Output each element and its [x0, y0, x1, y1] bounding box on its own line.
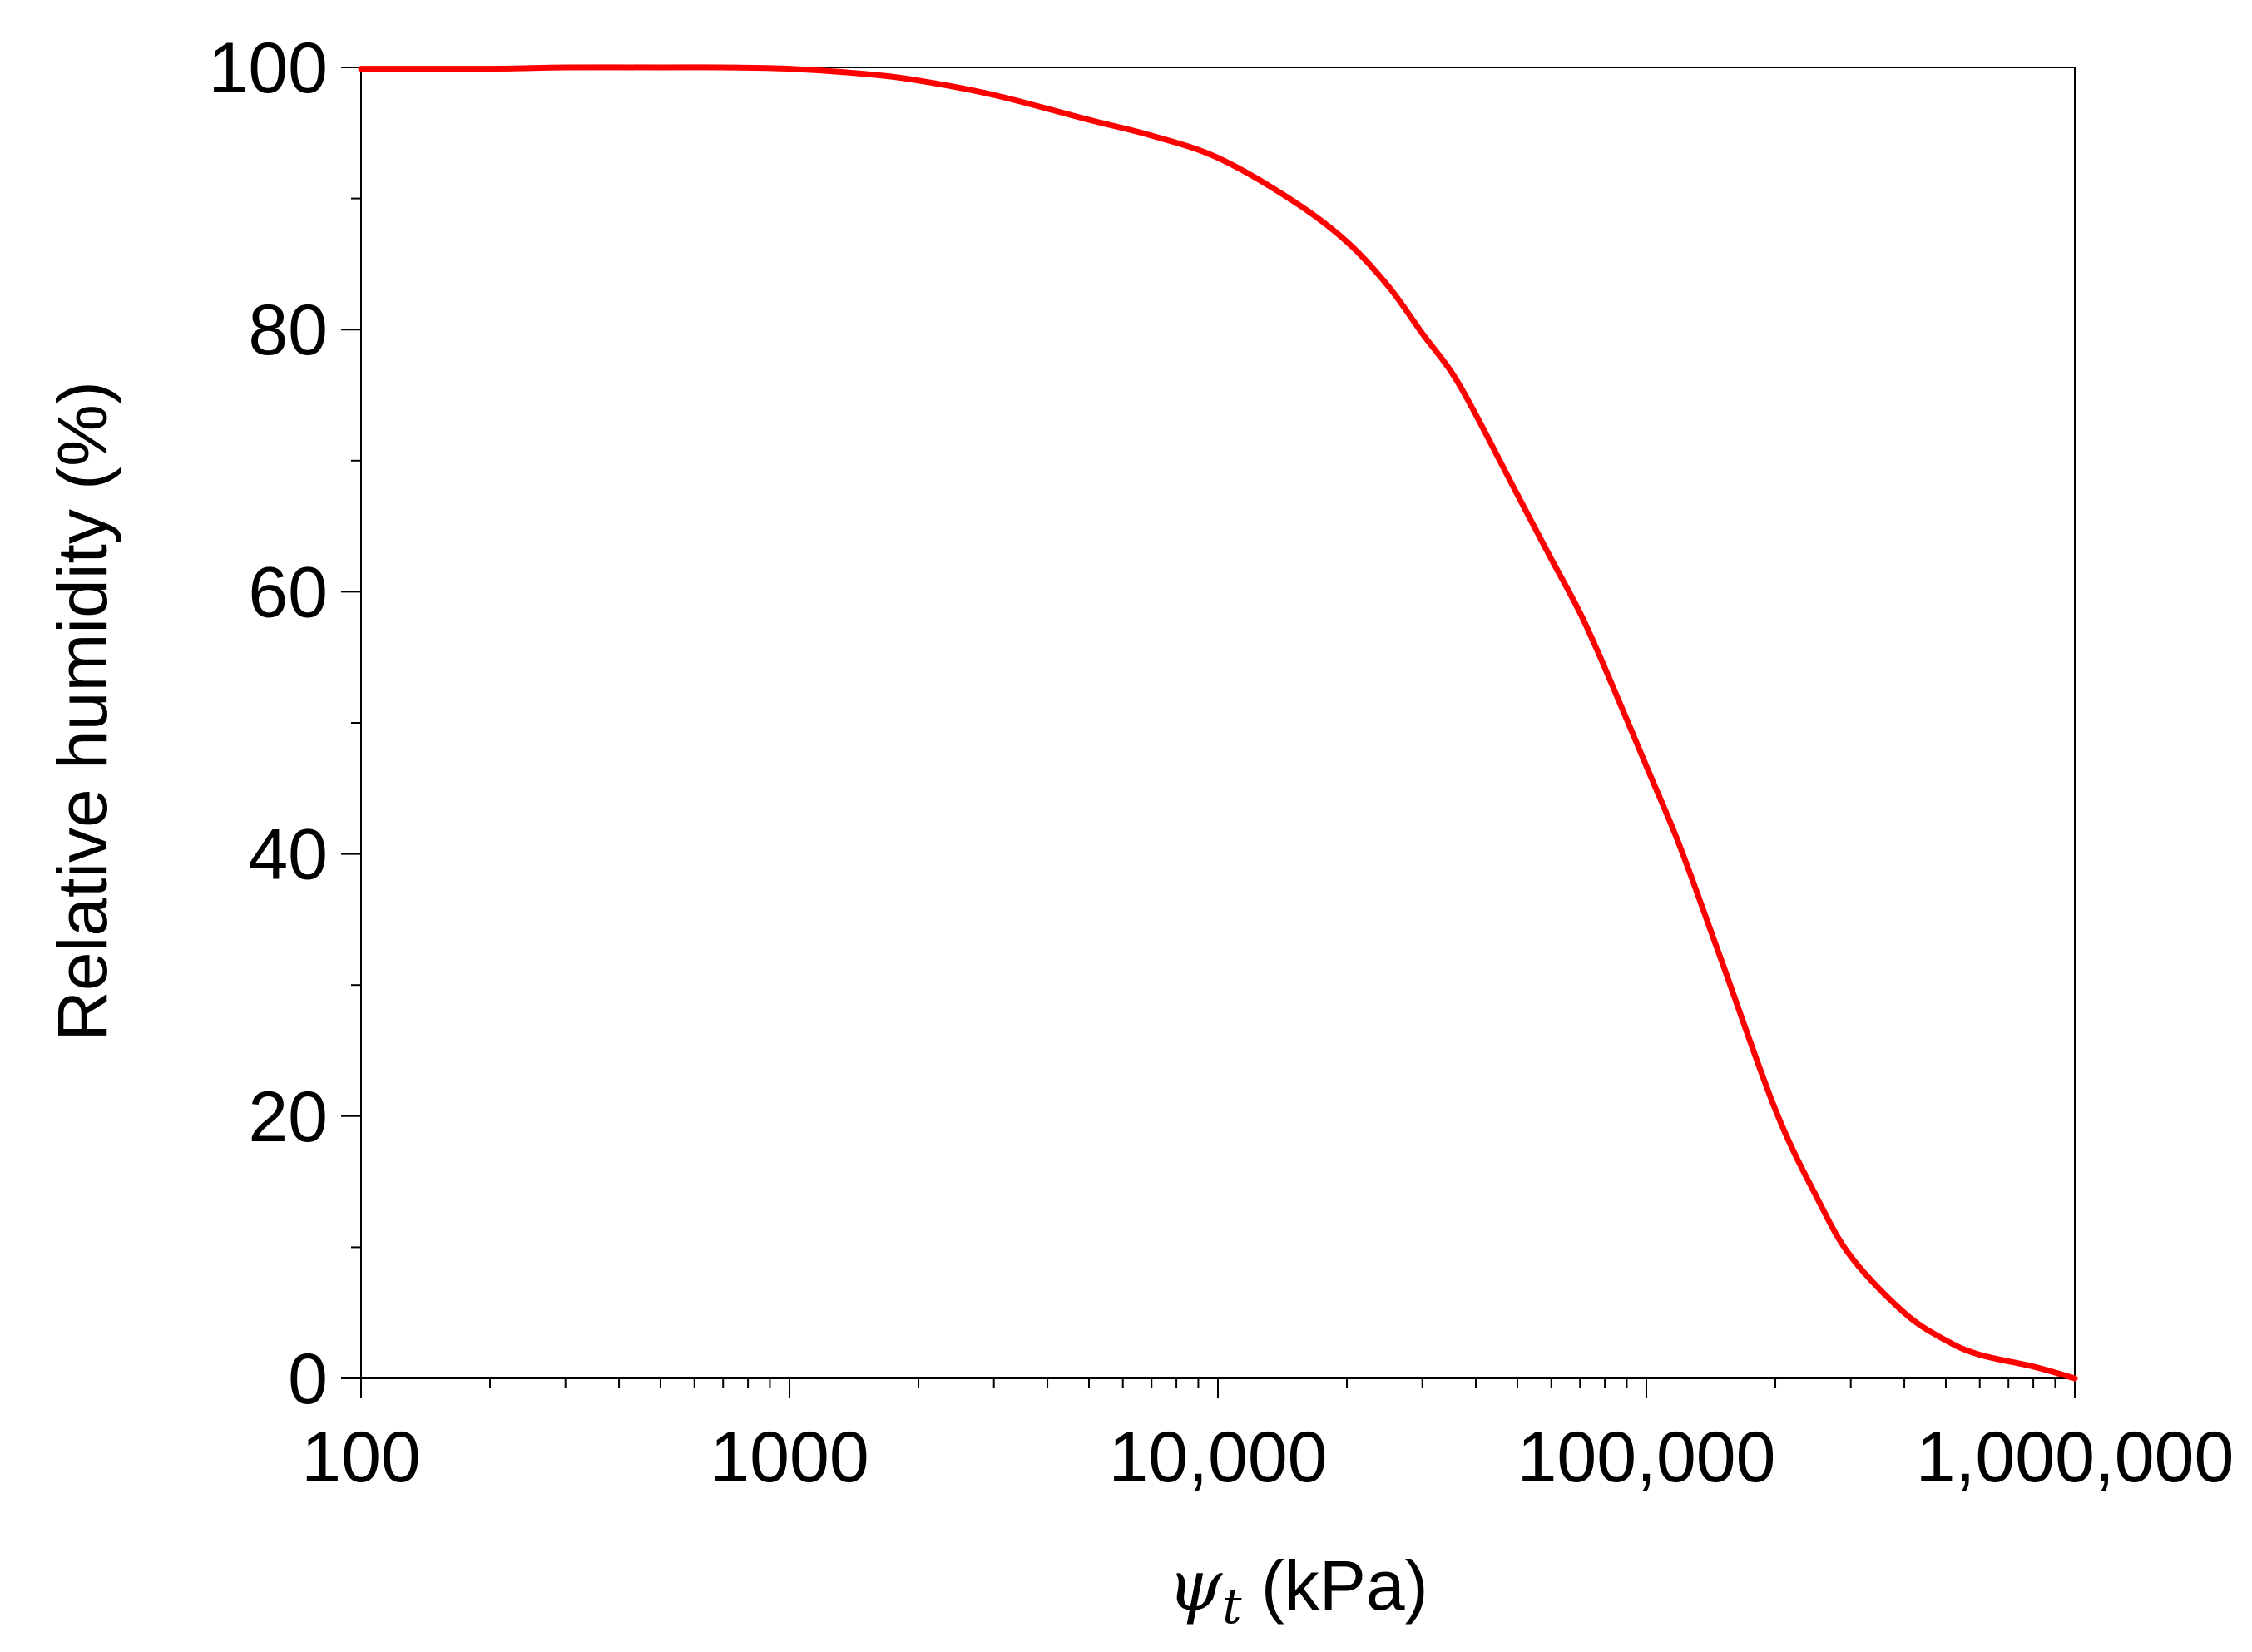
x-tick-label: 1,000,000 [1916, 1417, 2235, 1497]
y-tick-label: 80 [248, 290, 328, 370]
y-tick-label: 100 [209, 28, 329, 108]
y-axis-ticks: 0 20 40 60 80 100 [209, 28, 361, 1419]
x-tick-label: 10,000 [1108, 1417, 1327, 1497]
series-layer [358, 64, 2078, 1382]
x-tick-label: 1000 [710, 1417, 869, 1497]
y-tick-label: 20 [248, 1077, 328, 1157]
x-tick-label: 100 [301, 1417, 421, 1497]
plot-border [360, 67, 2076, 1379]
y-axis-title: Relative humidity (%) [43, 381, 121, 1041]
x-axis-ticks: 100 1000 10,000 100,000 1,000,000 [301, 1378, 2234, 1497]
x-axis-title: ψt (kPa) [1167, 1545, 1428, 1635]
x-axis-title-subscript: t [1222, 1578, 1242, 1635]
series-line [358, 64, 2078, 1382]
plot-frame [360, 67, 2076, 1379]
x-axis-title-unit: (kPa) [1242, 1546, 1428, 1625]
y-tick-label: 60 [248, 552, 328, 632]
x-tick-label: 100,000 [1517, 1417, 1776, 1497]
x-axis-title-symbol: ψ [1167, 1545, 1223, 1626]
y-tick-label: 40 [248, 815, 328, 895]
y-tick-label: 0 [288, 1339, 328, 1419]
